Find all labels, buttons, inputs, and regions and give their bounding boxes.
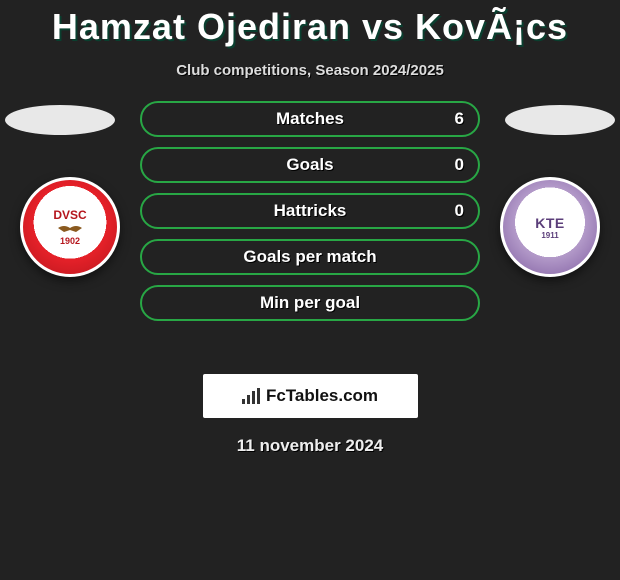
stat-label: Matches	[276, 109, 344, 129]
team-abbr-left: DVSC	[53, 208, 86, 222]
brand-box[interactable]: FcTables.com	[203, 374, 418, 418]
bar-chart-icon	[242, 388, 260, 404]
page-title: Hamzat Ojediran vs KovÃ¡cs	[0, 0, 620, 48]
team-year-left: 1902	[60, 236, 80, 246]
team-year-right: 1911	[541, 231, 558, 240]
stat-value: 0	[455, 201, 464, 221]
brand-text: FcTables.com	[266, 386, 378, 406]
stat-row-goals-per-match: Goals per match	[140, 239, 480, 275]
player-oval-right	[505, 105, 615, 135]
comparison-panel: DVSC 1902 KTE 1911 Matches 6 Goals 0 Hat…	[0, 109, 620, 369]
stat-pills: Matches 6 Goals 0 Hattricks 0 Goals per …	[140, 101, 480, 331]
subtitle: Club competitions, Season 2024/2025	[0, 62, 620, 79]
team-abbr-right: KTE	[535, 215, 565, 231]
stat-label: Goals	[286, 155, 333, 175]
eagle-icon	[56, 222, 84, 236]
stat-value: 6	[455, 109, 464, 129]
stat-label: Goals per match	[243, 247, 376, 267]
player-oval-left	[5, 105, 115, 135]
stat-row-goals: Goals 0	[140, 147, 480, 183]
stat-row-matches: Matches 6	[140, 101, 480, 137]
stat-row-hattricks: Hattricks 0	[140, 193, 480, 229]
date-text: 11 november 2024	[0, 436, 620, 456]
stat-label: Hattricks	[274, 201, 347, 221]
team-badge-right: KTE 1911	[500, 177, 600, 277]
stat-value: 0	[455, 155, 464, 175]
stat-row-min-per-goal: Min per goal	[140, 285, 480, 321]
stat-label: Min per goal	[260, 293, 360, 313]
team-badge-left: DVSC 1902	[20, 177, 120, 277]
